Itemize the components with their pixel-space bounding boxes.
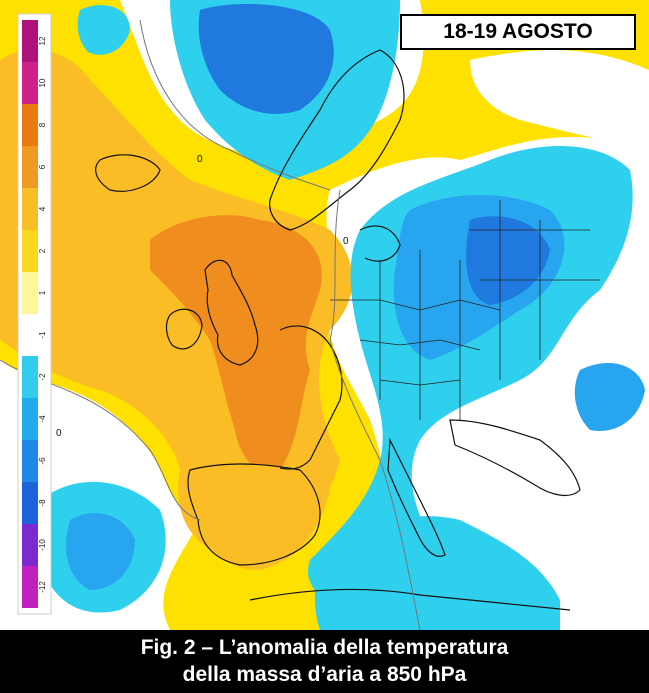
legend-swatch--8 [22, 482, 38, 524]
legend-swatch--1 [22, 314, 38, 356]
cool-anomaly-east-strong [466, 216, 550, 305]
legend-swatch-6 [22, 146, 38, 188]
legend-label--2: -2 [38, 373, 47, 381]
coastline-north-africa [249, 588, 571, 611]
date-label-box: 18-19 AGOSTO [400, 14, 636, 50]
caption-line-1: Fig. 2 – L’anomalia della temperatura [140, 636, 509, 659]
coastline-britain [204, 259, 259, 366]
caption-line-2: della massa d’aria a 850 hPa [182, 663, 467, 686]
legend-label--12: -12 [38, 581, 47, 593]
legend-label-8: 8 [38, 122, 47, 127]
coastline-italy [387, 437, 446, 557]
border-central-europe [330, 250, 501, 420]
legend-label--8: -8 [38, 499, 47, 507]
legend-swatch--2 [22, 356, 38, 398]
coastline-iberia [187, 463, 321, 566]
legend-swatch-2 [22, 230, 38, 272]
legend-label-4: 4 [38, 206, 47, 211]
legend-swatch-8 [22, 104, 38, 146]
coastline-europe-west [279, 325, 343, 470]
zero-contour-central [329, 189, 421, 630]
coastline-baltic [359, 225, 401, 262]
legend-label-6: 6 [38, 164, 47, 169]
legend-label--10: -10 [38, 539, 47, 551]
legend-swatch--12 [22, 566, 38, 608]
legend-swatch--4 [22, 398, 38, 440]
neutral-zone-northeast [470, 50, 649, 150]
country-borders [330, 200, 600, 420]
warm-anomaly-iberia [190, 464, 330, 570]
zero-contour-north [139, 19, 331, 191]
cool-anomaly-aegean [574, 362, 645, 431]
coastlines [95, 49, 581, 611]
legend-label-10: 10 [38, 78, 47, 87]
legend-label-12: 12 [38, 36, 47, 45]
coastline-scandinavia [269, 49, 405, 231]
zero-label-north: 0 [197, 154, 203, 165]
date-label: 18-19 AGOSTO [443, 20, 593, 43]
zero-contour-labels: 0 0 0 [56, 154, 349, 439]
warm-anomaly-core [150, 215, 322, 473]
cool-anomaly-scandinavia-core [198, 4, 334, 114]
coastline-ireland [165, 308, 203, 350]
legend-labels: 12 10 8 6 4 2 1 -1 -2 -4 -6 -8 -10 -12 [38, 36, 47, 593]
legend-swatch--6 [22, 440, 38, 482]
cool-anomaly-mediterranean [314, 516, 560, 630]
legend-swatch-12 [22, 20, 38, 62]
legend-swatch-10 [22, 62, 38, 104]
legend-label-2: 2 [38, 248, 47, 253]
legend-swatch--10 [22, 524, 38, 566]
zero-label-west: 0 [56, 428, 62, 439]
border-east-europe [470, 200, 600, 380]
figure-caption: Fig. 2 – L’anomalia della temperatura de… [0, 630, 649, 693]
coastline-iceland [95, 154, 161, 192]
cool-anomaly-atlantic-south-core [66, 512, 135, 590]
temperature-anomaly-map: 0 0 0 12 10 8 6 4 2 1 -1 -2 -4 -6 -8 -10 -12 [0, 0, 649, 630]
legend-label--4: -4 [38, 415, 47, 423]
zero-label-central: 0 [343, 236, 349, 247]
legend-label--1: -1 [38, 331, 47, 339]
legend-label--6: -6 [38, 457, 47, 465]
coastline-balkans [449, 419, 581, 497]
legend-swatch-4 [22, 188, 38, 230]
color-legend: 12 10 8 6 4 2 1 -1 -2 -4 -6 -8 -10 -12 [17, 13, 52, 615]
legend-swatch-1 [22, 272, 38, 314]
legend-label-1: 1 [38, 290, 47, 295]
cool-anomaly-greenland-sea [77, 5, 130, 55]
legend-swatches [22, 20, 38, 608]
